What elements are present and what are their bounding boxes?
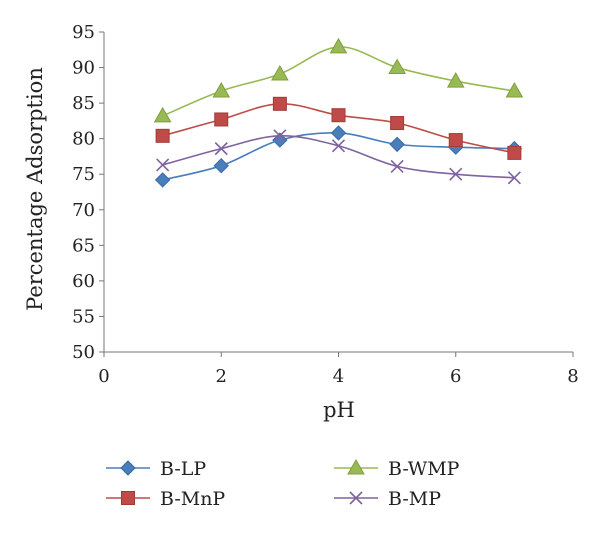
data-point: [329, 37, 348, 54]
series-b-lp: [154, 125, 523, 188]
x-tick-label: 8: [567, 366, 578, 387]
x-axis-title: pH: [323, 398, 355, 422]
data-point: [507, 171, 521, 185]
data-point: [212, 82, 231, 98]
data-point: [505, 82, 524, 98]
data-point: [390, 116, 405, 131]
legend-label: B-WMP: [388, 458, 460, 480]
legend-item: B-MnP: [106, 488, 225, 510]
legend-item: B-MP: [334, 488, 441, 510]
series-line: [162, 46, 515, 117]
data-point: [213, 157, 229, 174]
series-b-mp: [156, 129, 521, 185]
data-point: [214, 142, 228, 156]
axes: 50 55 60 65 70 75 80 85 90 95 0 2 4 6 8: [72, 22, 579, 387]
data-point: [448, 133, 463, 148]
y-tick-label: 50: [72, 342, 95, 363]
data-point: [449, 167, 463, 181]
y-tick-label: 95: [72, 22, 95, 43]
data-point: [271, 64, 289, 81]
y-axis-title: Percentage Adsorption: [23, 67, 47, 311]
y-tick-label: 85: [72, 93, 95, 114]
data-point: [331, 139, 346, 153]
y-tick-label: 60: [72, 271, 95, 292]
legend: B-LP B-MnP B-WMP B-MP: [106, 458, 460, 510]
data-point: [214, 112, 229, 127]
x-tick-label: 2: [216, 366, 227, 387]
x-tick-label: 6: [450, 366, 461, 387]
data-point: [155, 128, 170, 143]
data-point: [273, 129, 287, 143]
data-point: [390, 159, 404, 173]
plot-area: [153, 37, 524, 188]
legend-marker: [120, 460, 136, 476]
legend-item: B-WMP: [334, 458, 460, 480]
legend-marker: [349, 491, 363, 505]
series-b-mnp: [155, 96, 522, 160]
y-tick-label: 80: [72, 129, 95, 150]
data-point: [331, 108, 346, 123]
legend-marker: [347, 458, 365, 475]
legend-label: B-MnP: [160, 488, 225, 510]
y-tick-label: 90: [72, 58, 95, 79]
y-tick-label: 70: [72, 200, 95, 221]
data-point: [272, 96, 287, 111]
data-point: [154, 172, 171, 188]
y-tick-label: 55: [72, 306, 95, 327]
data-point: [389, 136, 405, 153]
y-tick-label: 75: [72, 164, 95, 185]
x-tick-label: 4: [333, 366, 344, 387]
legend-item: B-LP: [106, 458, 206, 480]
data-point: [507, 145, 522, 160]
series-b-wmp: [153, 37, 524, 123]
legend-label: B-LP: [160, 458, 206, 480]
data-point: [156, 158, 170, 172]
data-point: [388, 58, 406, 75]
legend-label: B-MP: [388, 488, 441, 510]
data-point: [153, 106, 172, 123]
data-point: [330, 125, 347, 141]
data-point: [446, 72, 465, 88]
x-tick-label: 0: [98, 366, 109, 387]
legend-marker: [121, 491, 135, 505]
y-tick-label: 65: [72, 235, 95, 256]
